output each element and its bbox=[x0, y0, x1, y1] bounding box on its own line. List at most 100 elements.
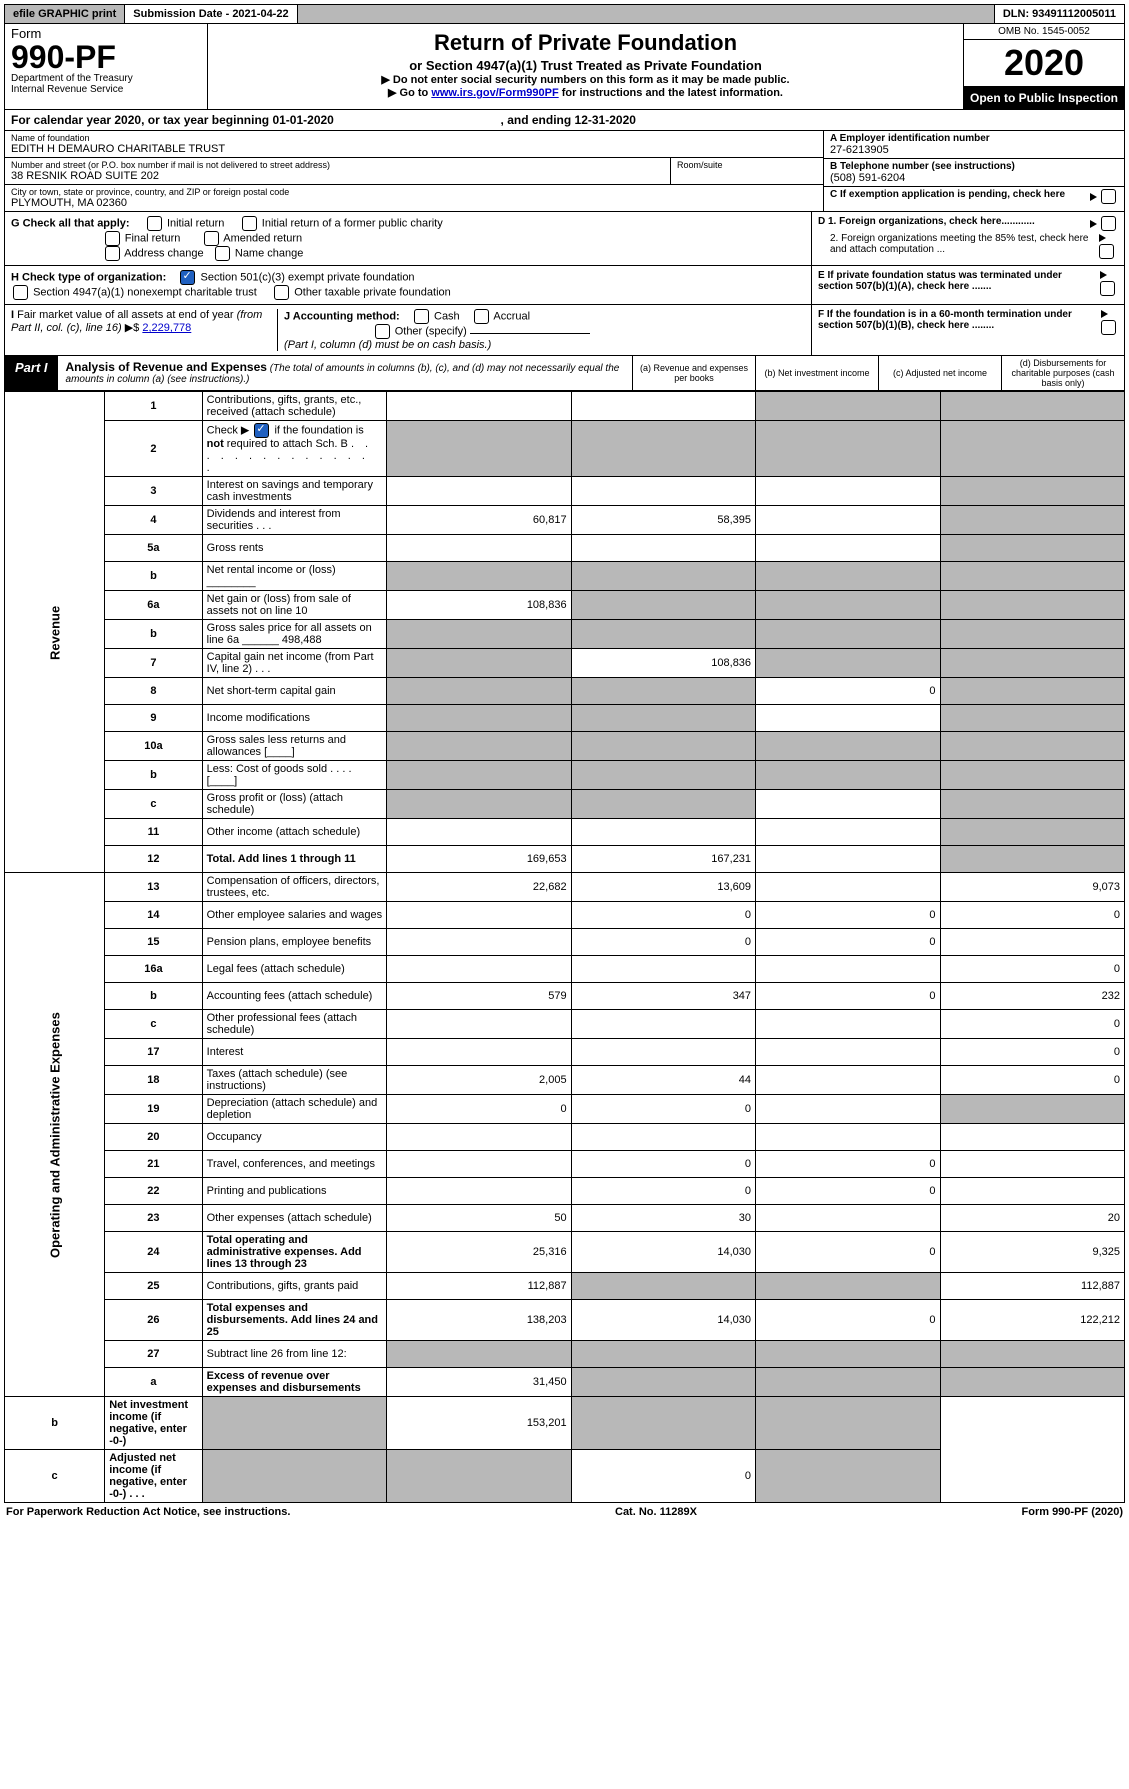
col-c-head: (c) Adjusted net income bbox=[878, 356, 1001, 390]
table-row: cOther professional fees (attach schedul… bbox=[5, 1010, 1125, 1039]
col-d-head: (d) Disbursements for charitable purpose… bbox=[1001, 356, 1124, 390]
e-checkbox[interactable] bbox=[1100, 281, 1115, 296]
amount-cell: 14,030 bbox=[571, 1300, 755, 1341]
final-return-checkbox[interactable] bbox=[105, 231, 120, 246]
amount-cell bbox=[756, 846, 940, 873]
line-number: 14 bbox=[105, 902, 202, 929]
foundation-name: EDITH H DEMAURO CHARITABLE TRUST bbox=[11, 143, 817, 155]
amount-cell bbox=[940, 819, 1124, 846]
amount-cell bbox=[756, 790, 940, 819]
initial-return-checkbox[interactable] bbox=[147, 216, 162, 231]
table-row: 4Dividends and interest from securities … bbox=[5, 506, 1125, 535]
line-description: Net rental income or (loss) ________ bbox=[202, 562, 386, 591]
other-method-checkbox[interactable] bbox=[375, 324, 390, 339]
amount-cell bbox=[756, 1039, 940, 1066]
amount-cell bbox=[387, 790, 571, 819]
amount-cell: 579 bbox=[387, 983, 571, 1010]
form-header: Form 990-PF Department of the Treasury I… bbox=[4, 24, 1125, 110]
amount-cell: 232 bbox=[940, 983, 1124, 1010]
table-row: 25Contributions, gifts, grants paid112,8… bbox=[5, 1273, 1125, 1300]
501c3-checkbox[interactable] bbox=[180, 270, 195, 285]
line-description: Gross sales price for all assets on line… bbox=[202, 620, 386, 649]
line-description: Adjusted net income (if negative, enter … bbox=[105, 1450, 202, 1503]
d2-checkbox[interactable] bbox=[1099, 244, 1114, 259]
amount-cell bbox=[571, 819, 755, 846]
amount-cell: 122,212 bbox=[940, 1300, 1124, 1341]
fmv-value[interactable]: 2,229,778 bbox=[142, 322, 191, 334]
header-left: Form 990-PF Department of the Treasury I… bbox=[5, 24, 208, 109]
amended-checkbox[interactable] bbox=[204, 231, 219, 246]
table-row: 12Total. Add lines 1 through 11169,65316… bbox=[5, 846, 1125, 873]
initial-former-checkbox[interactable] bbox=[242, 216, 257, 231]
table-row: bNet investment income (if negative, ent… bbox=[5, 1397, 1125, 1450]
table-row: bAccounting fees (attach schedule)579347… bbox=[5, 983, 1125, 1010]
other-taxable-checkbox[interactable] bbox=[274, 285, 289, 300]
dln: DLN: 93491112005011 bbox=[994, 5, 1124, 23]
header-center: Return of Private Foundation or Section … bbox=[208, 24, 963, 109]
amount-cell bbox=[756, 506, 940, 535]
amount-cell bbox=[756, 1124, 940, 1151]
line-number: b bbox=[5, 1397, 105, 1450]
amount-cell bbox=[387, 1178, 571, 1205]
cash-checkbox[interactable] bbox=[414, 309, 429, 324]
amount-cell bbox=[387, 1039, 571, 1066]
name-change-checkbox[interactable] bbox=[215, 246, 230, 261]
section-ij-f: I Fair market value of all assets at end… bbox=[4, 305, 1125, 356]
amount-cell: 112,887 bbox=[387, 1273, 571, 1300]
d1-checkbox[interactable] bbox=[1101, 216, 1116, 231]
amount-cell: 0 bbox=[756, 1151, 940, 1178]
accrual-checkbox[interactable] bbox=[474, 309, 489, 324]
amount-cell bbox=[940, 562, 1124, 591]
amount-cell: 20 bbox=[940, 1205, 1124, 1232]
amount-cell: 2,005 bbox=[387, 1066, 571, 1095]
line-description: Net short-term capital gain bbox=[202, 678, 386, 705]
line-number: b bbox=[105, 620, 202, 649]
amount-cell bbox=[387, 1010, 571, 1039]
table-row: 23Other expenses (attach schedule)503020 bbox=[5, 1205, 1125, 1232]
arrow-icon bbox=[1100, 271, 1107, 279]
amount-cell bbox=[756, 477, 940, 506]
line-number: 2 bbox=[105, 421, 202, 477]
submission-date: Submission Date - 2021-04-22 bbox=[125, 5, 297, 23]
amount-cell: 31,450 bbox=[387, 1368, 571, 1397]
amount-cell bbox=[571, 678, 755, 705]
amount-cell bbox=[756, 1273, 940, 1300]
amount-cell: 167,231 bbox=[571, 846, 755, 873]
amount-cell bbox=[387, 1341, 571, 1368]
amount-cell bbox=[571, 421, 755, 477]
line-number: 21 bbox=[105, 1151, 202, 1178]
amount-cell bbox=[756, 649, 940, 678]
amount-cell bbox=[387, 761, 571, 790]
4947-checkbox[interactable] bbox=[13, 285, 28, 300]
form-link[interactable]: www.irs.gov/Form990PF bbox=[431, 87, 558, 99]
amount-cell bbox=[202, 1397, 386, 1450]
line-number: 7 bbox=[105, 649, 202, 678]
amount-cell bbox=[571, 1124, 755, 1151]
amount-cell bbox=[387, 392, 571, 421]
amount-cell bbox=[387, 562, 571, 591]
amount-cell: 169,653 bbox=[387, 846, 571, 873]
table-row: 24Total operating and administrative exp… bbox=[5, 1232, 1125, 1273]
amount-cell bbox=[940, 790, 1124, 819]
amount-cell bbox=[571, 591, 755, 620]
f-checkbox[interactable] bbox=[1101, 320, 1116, 335]
amount-cell: 0 bbox=[940, 1010, 1124, 1039]
amount-cell bbox=[756, 1095, 940, 1124]
line-description: Interest on savings and temporary cash i… bbox=[202, 477, 386, 506]
line-number: 20 bbox=[105, 1124, 202, 1151]
name-label: Name of foundation bbox=[11, 133, 817, 143]
line-number: 3 bbox=[105, 477, 202, 506]
line-number: a bbox=[105, 1368, 202, 1397]
part-label: Part I bbox=[5, 356, 58, 390]
c-checkbox[interactable] bbox=[1101, 189, 1116, 204]
address-change-checkbox[interactable] bbox=[105, 246, 120, 261]
amount-cell bbox=[940, 1151, 1124, 1178]
amount-cell bbox=[387, 1450, 571, 1503]
table-row: Revenue1Contributions, gifts, grants, et… bbox=[5, 392, 1125, 421]
amount-cell: 347 bbox=[571, 983, 755, 1010]
line-number: 22 bbox=[105, 1178, 202, 1205]
sch-b-checkbox[interactable] bbox=[254, 423, 269, 438]
amount-cell: 153,201 bbox=[387, 1397, 571, 1450]
amount-cell: 0 bbox=[756, 929, 940, 956]
line-description: Dividends and interest from securities .… bbox=[202, 506, 386, 535]
